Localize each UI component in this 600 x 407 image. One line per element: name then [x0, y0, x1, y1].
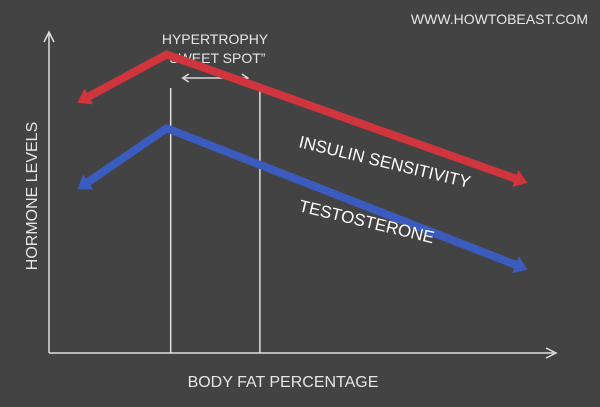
series-arrow-start-testosterone	[77, 174, 94, 190]
sweet-spot-region: HYPERTROPHY “SWEET SPOT”	[162, 31, 269, 353]
series-line-testosterone	[83, 123, 520, 270]
sweet-spot-label-line1: HYPERTROPHY	[162, 31, 269, 47]
series-arrow-end-testosterone	[512, 256, 528, 274]
y-axis	[43, 30, 55, 353]
x-axis	[49, 347, 558, 359]
y-axis-label: HORMONE LEVELS	[24, 122, 41, 270]
sweet-spot-arrowhead-left	[181, 73, 190, 83]
watermark: WWW.HOWTOBEAST.COM	[411, 11, 588, 27]
series-line-insulin-sensitivity	[84, 50, 520, 184]
series-arrow-end-insulin-sensitivity	[512, 170, 528, 187]
series-label-insulin-sensitivity: INSULIN SENSITIVITY	[297, 132, 472, 191]
x-axis-label: BODY FAT PERCENTAGE	[188, 374, 379, 391]
series-arrow-start-insulin-sensitivity	[77, 88, 94, 105]
series-layer	[77, 50, 528, 274]
